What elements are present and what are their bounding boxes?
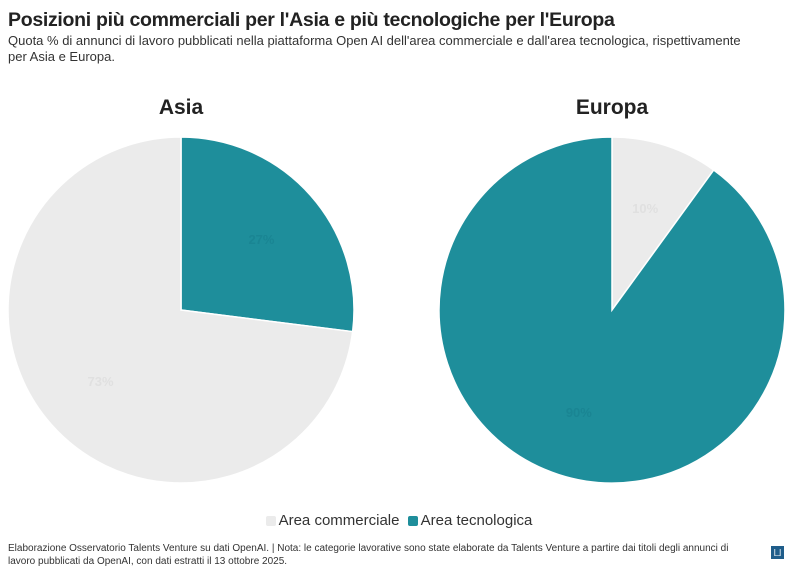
- footer-note: Elaborazione Osservatorio Talents Ventur…: [8, 543, 729, 567]
- pie-title-asia: Asia: [158, 96, 204, 119]
- pie-slice: [7, 136, 354, 484]
- pie-slice: [180, 136, 355, 333]
- legend-swatch-tecnologica: [407, 516, 418, 526]
- pie-slice: [611, 136, 715, 313]
- pie-slice: [438, 136, 786, 484]
- chart-title: Posizioni più commerciali per l'Asia e p…: [8, 9, 615, 31]
- legend-swatch-commerciale: [265, 516, 276, 526]
- legend-label-commerciale: Area commerciale: [278, 512, 400, 529]
- pie-data-label: 10%: [632, 201, 658, 216]
- pie-data-label: 73%: [88, 374, 114, 389]
- legend: Area commerciale Area tecnologica: [0, 512, 794, 529]
- pie-data-label: 90%: [566, 405, 592, 420]
- legend-label-tecnologica: Area tecnologica: [420, 512, 533, 529]
- pie-title-europa: Europa: [575, 96, 649, 119]
- datawrapper-logo-icon[interactable]: ⨆: [771, 546, 784, 559]
- chart-subtitle: Quota % di annunci di lavoro pubblicati …: [8, 33, 741, 64]
- pie-data-label: 27%: [248, 232, 274, 247]
